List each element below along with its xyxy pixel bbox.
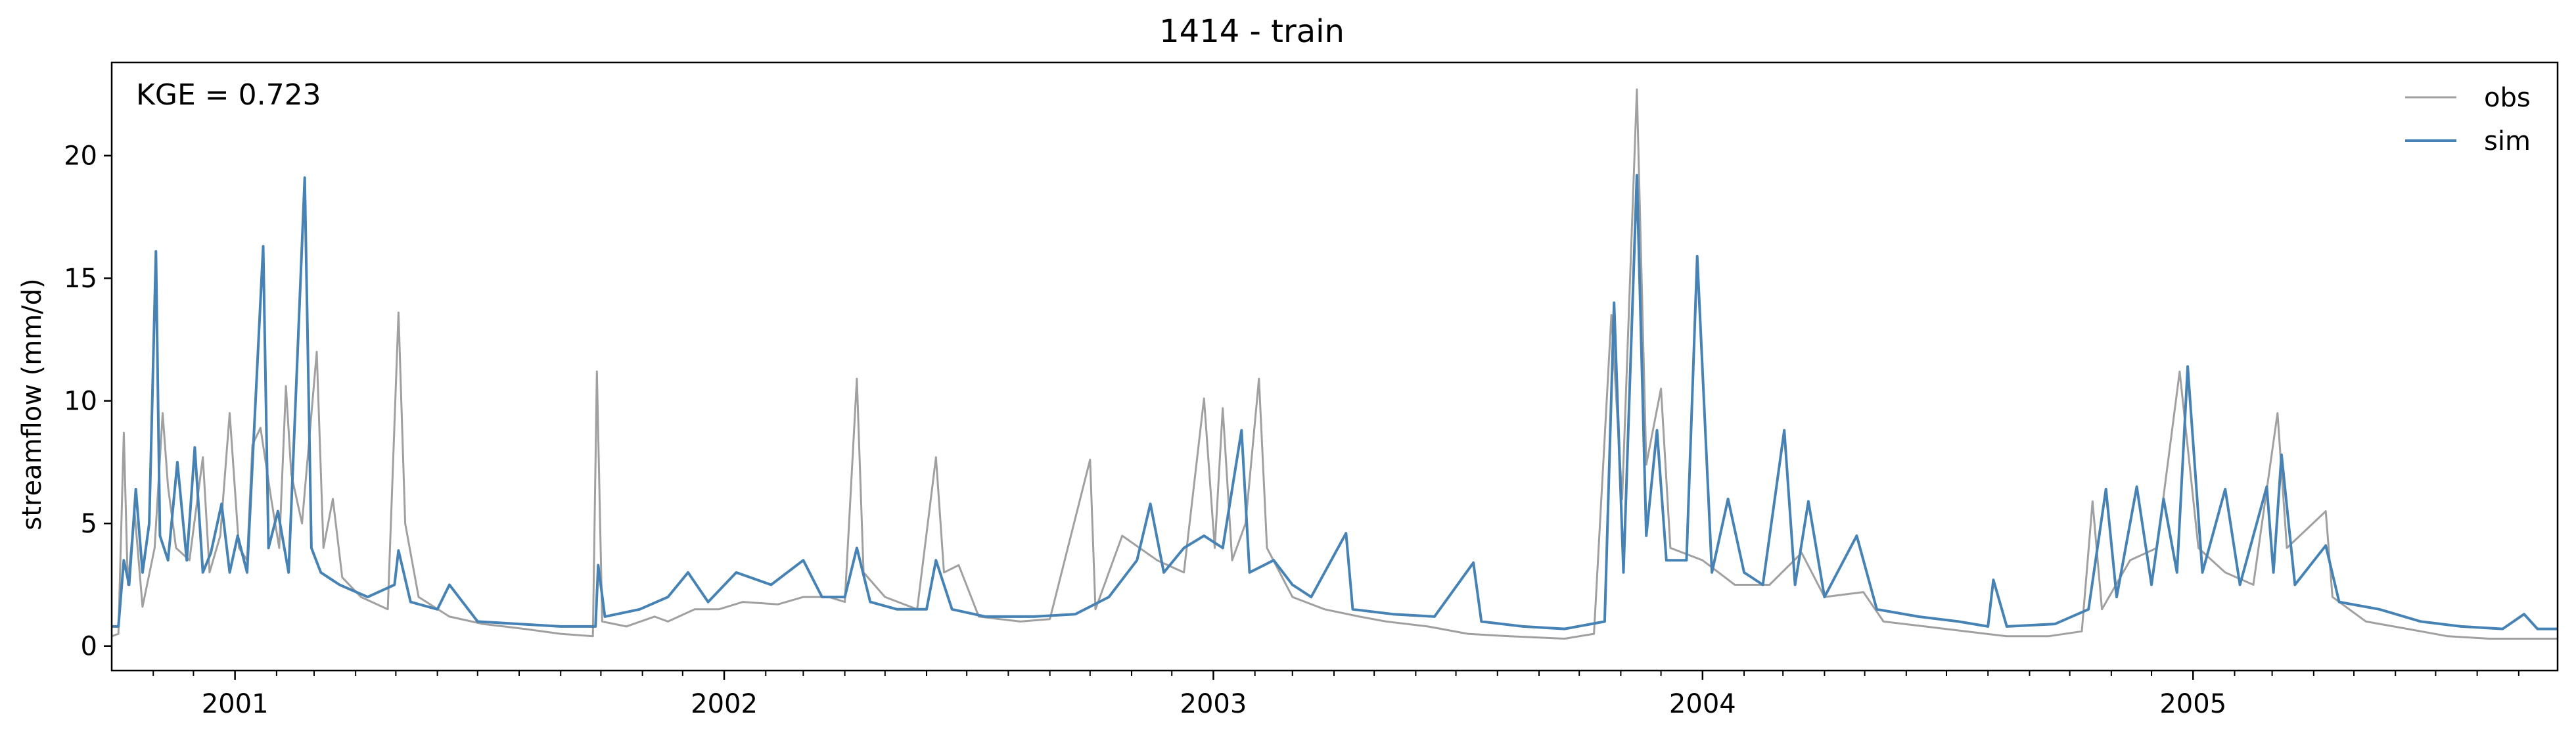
y-tick-label: 10 [64,387,97,417]
x-tick-label: 2001 [202,689,269,719]
legend: obs sim [2405,83,2531,156]
series-line-sim [112,174,2558,630]
plot-area: 0 5 10 15 20 2001 2002 2003 2004 2005 [64,61,2559,719]
kge-annotation: KGE = 0.723 [136,78,321,112]
legend-label-obs: obs [2484,83,2531,113]
chart-title: 1414 - train [1159,13,1345,50]
y-tick-label: 15 [64,264,97,294]
x-tick-label: 2005 [2159,689,2226,719]
plot-frame [110,61,2559,672]
x-tick-label: 2004 [1669,689,1736,719]
y-axis-label: streamflow (mm/d) [17,278,47,530]
legend-label-sim: sim [2484,126,2531,156]
series-line-obs [112,88,2558,640]
x-tick-label: 2002 [691,689,758,719]
x-tick-label: 2003 [1180,689,1247,719]
y-tick-label: 20 [64,141,97,172]
y-tick-label: 0 [81,632,97,662]
y-tick-label: 5 [81,509,97,539]
